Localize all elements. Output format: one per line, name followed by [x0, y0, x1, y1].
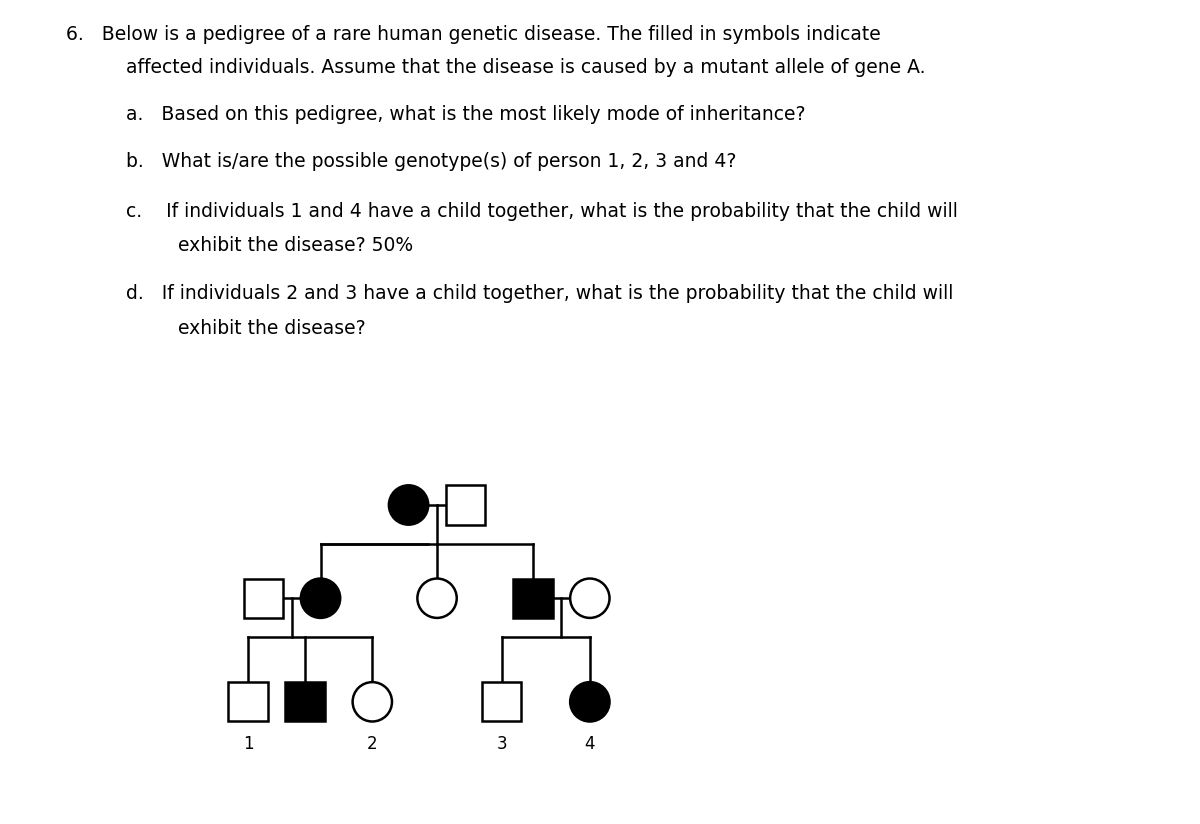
Text: affected individuals. Assume that the disease is caused by a mutant allele of ge: affected individuals. Assume that the di…: [126, 58, 925, 77]
Text: a.   Based on this pedigree, what is the most likely mode of inheritance?: a. Based on this pedigree, what is the m…: [126, 105, 805, 124]
Text: c.    If individuals 1 and 4 have a child together, what is the probability that: c. If individuals 1 and 4 have a child t…: [126, 202, 958, 221]
Circle shape: [570, 682, 610, 722]
Text: 1: 1: [242, 736, 253, 753]
Bar: [286, 682, 325, 722]
Circle shape: [418, 578, 457, 618]
Text: b.   What is/are the possible genotype(s) of person 1, 2, 3 and 4?: b. What is/are the possible genotype(s) …: [126, 152, 737, 171]
Bar: [514, 578, 552, 618]
Circle shape: [570, 578, 610, 618]
Bar: [228, 682, 268, 722]
Text: exhibit the disease?: exhibit the disease?: [178, 319, 365, 338]
Bar: [244, 578, 283, 618]
Bar: [446, 485, 485, 525]
Text: 4: 4: [584, 736, 595, 753]
Text: 3: 3: [497, 736, 508, 753]
Text: exhibit the disease? 50%: exhibit the disease? 50%: [178, 236, 413, 255]
Circle shape: [389, 485, 428, 525]
Text: 6.   Below is a pedigree of a rare human genetic disease. The filled in symbols : 6. Below is a pedigree of a rare human g…: [66, 25, 881, 44]
Bar: [482, 682, 522, 722]
Circle shape: [353, 682, 392, 722]
Circle shape: [301, 578, 340, 618]
Text: d.   If individuals 2 and 3 have a child together, what is the probability that : d. If individuals 2 and 3 have a child t…: [126, 284, 953, 303]
Text: 2: 2: [367, 736, 378, 753]
